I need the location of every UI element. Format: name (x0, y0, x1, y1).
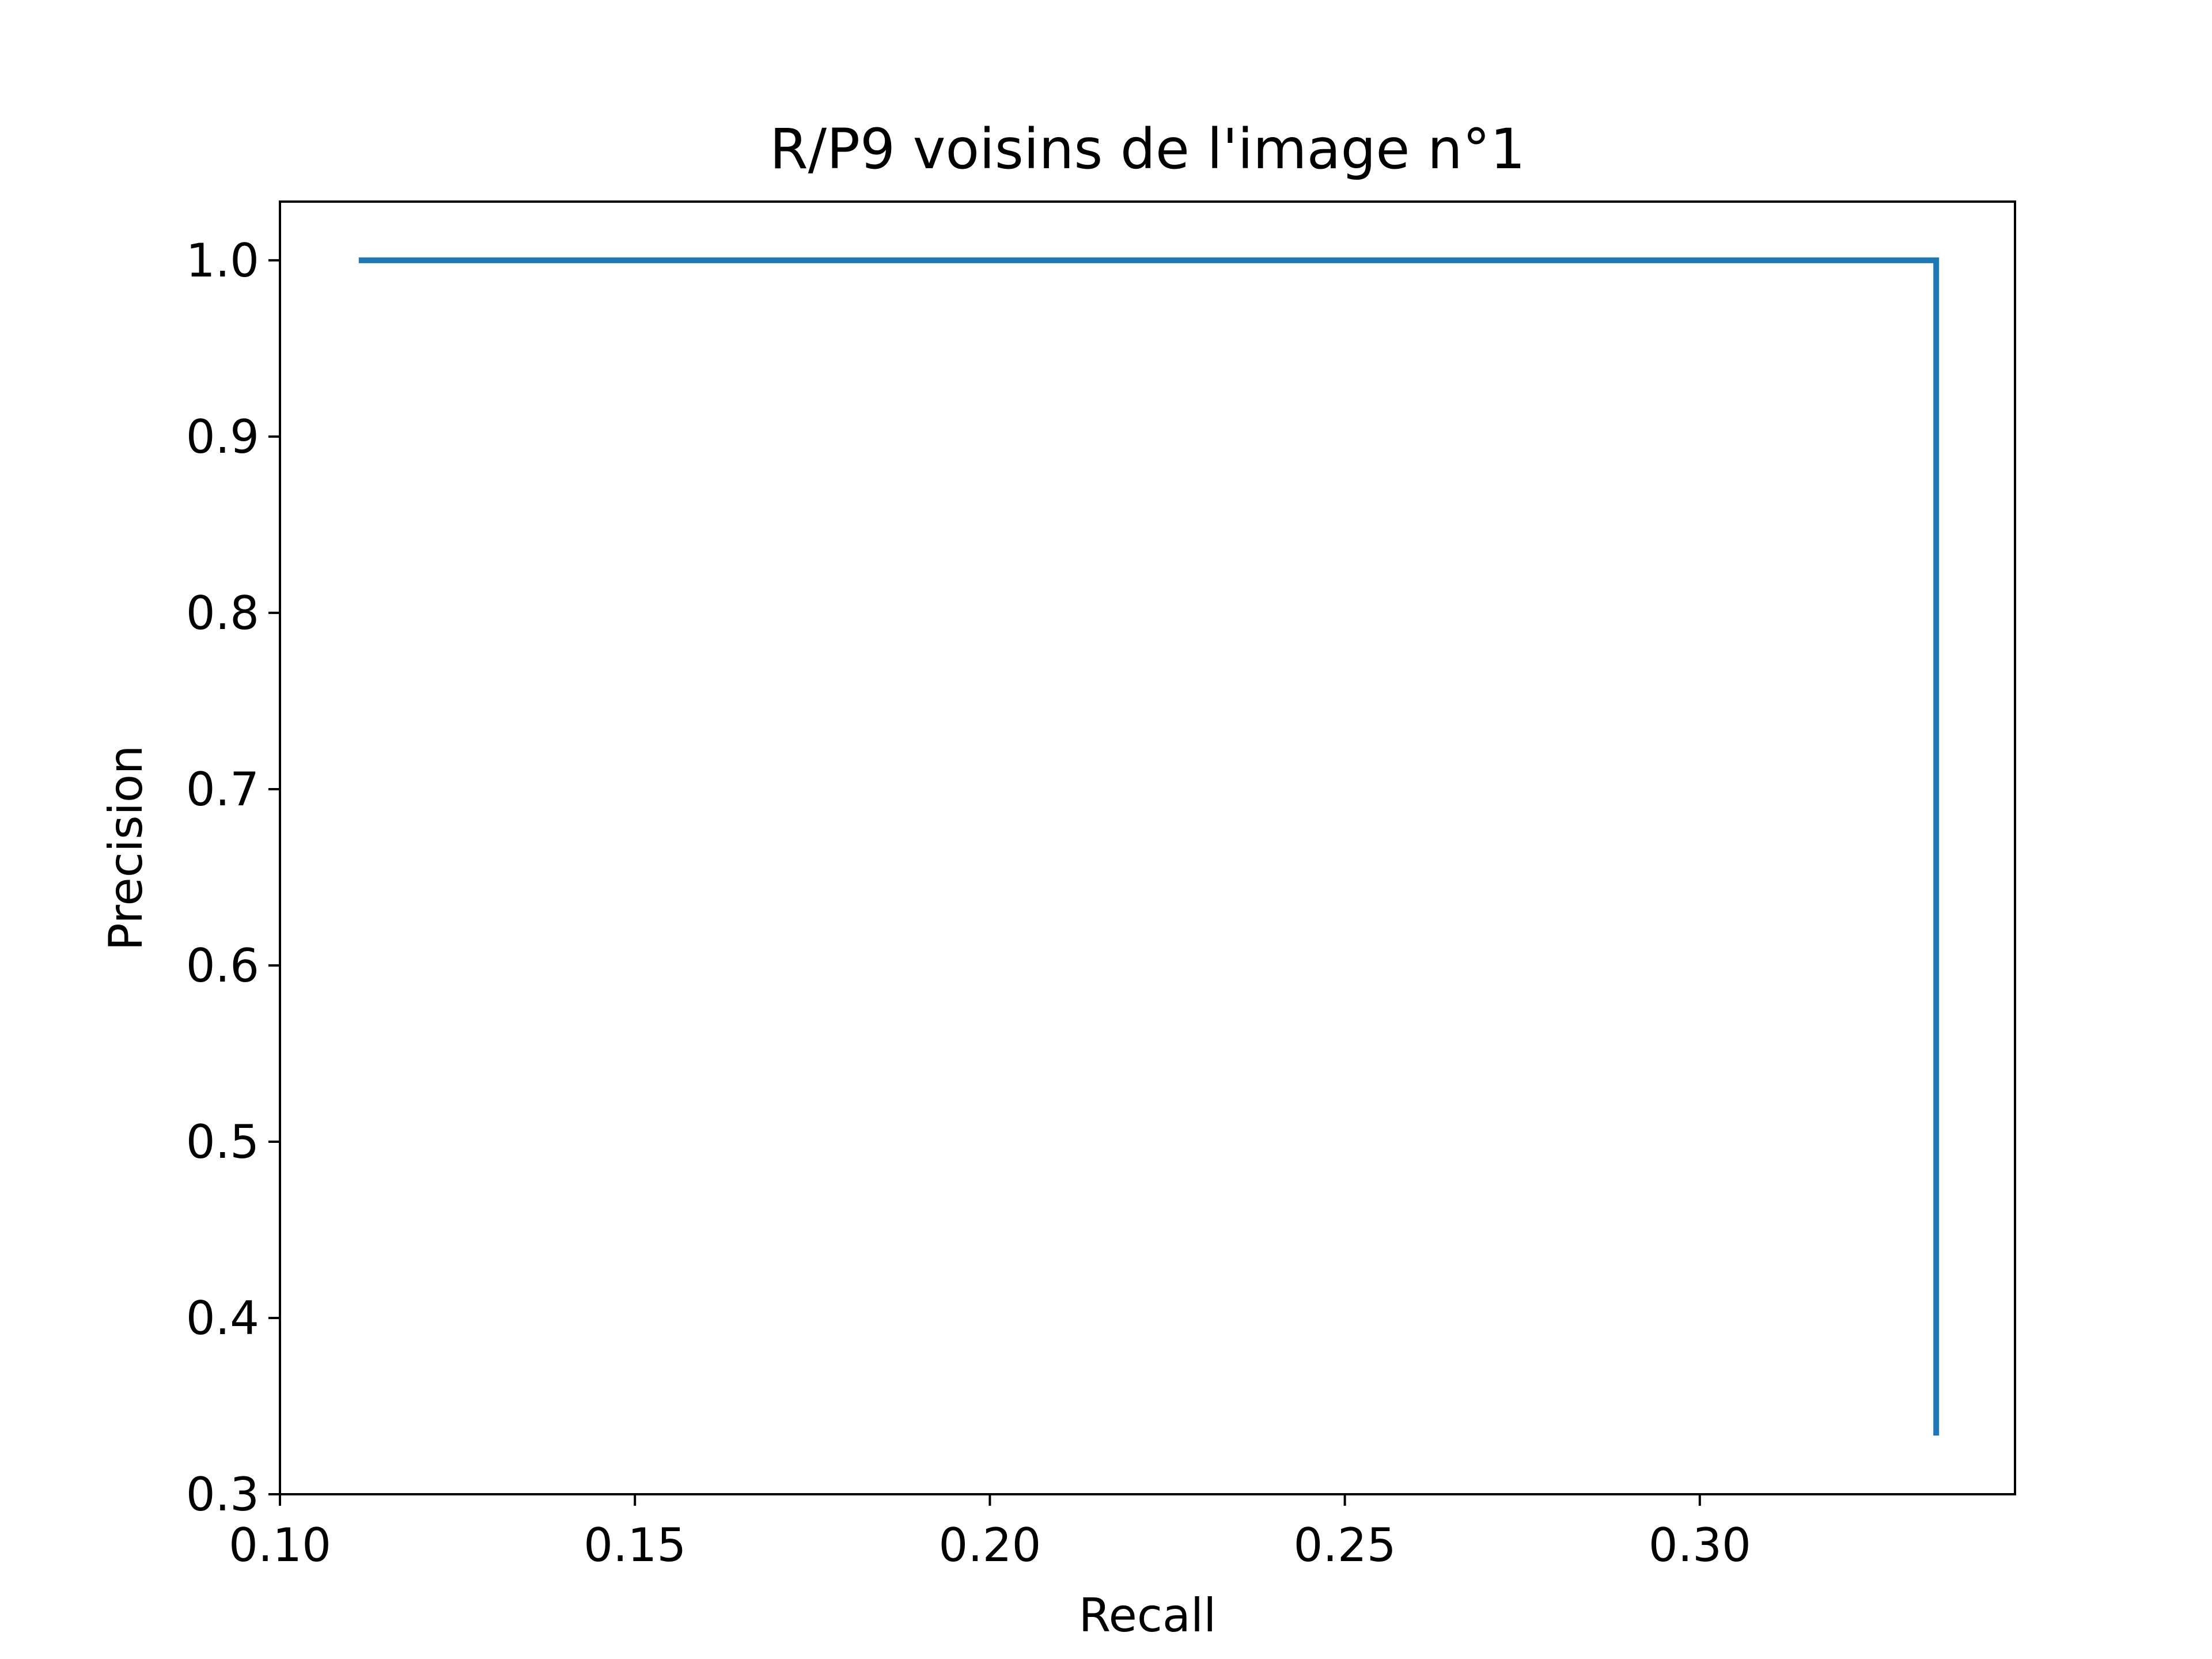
y-axis: 0.3 0.4 0.5 0.6 0.7 0.8 0.9 1.0 (186, 234, 280, 1521)
series-line (358, 257, 1940, 1436)
x-tick-label: 0.25 (1294, 1518, 1396, 1572)
chart-title: R/P9 voisins de l'image n°1 (770, 117, 1525, 181)
y-tick-label: 0.9 (186, 410, 259, 464)
y-tick-label: 0.7 (186, 763, 259, 816)
y-axis-label: Precision (99, 745, 153, 951)
x-tick-label: 0.15 (584, 1518, 686, 1572)
plot-frame (279, 200, 2016, 1495)
y-tick-label: 0.5 (186, 1115, 259, 1169)
x-tick-label: 0.10 (229, 1518, 331, 1572)
series-layer (358, 257, 1940, 1436)
x-axis: 0.10 0.15 0.20 0.25 0.30 (229, 1494, 1751, 1572)
y-tick-label: 1.0 (186, 234, 259, 287)
x-tick-label: 0.20 (938, 1518, 1041, 1572)
x-axis-label: Recall (1079, 1589, 1217, 1642)
y-tick-label: 0.8 (186, 586, 259, 640)
x-tick-label: 0.30 (1649, 1518, 1751, 1572)
y-tick-label: 0.4 (186, 1291, 259, 1345)
y-tick-label: 0.3 (186, 1468, 259, 1521)
plot-area (279, 200, 2016, 1495)
y-tick-label: 0.6 (186, 939, 259, 993)
